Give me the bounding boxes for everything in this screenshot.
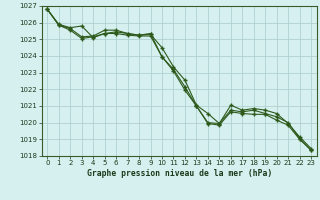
X-axis label: Graphe pression niveau de la mer (hPa): Graphe pression niveau de la mer (hPa) <box>87 169 272 178</box>
